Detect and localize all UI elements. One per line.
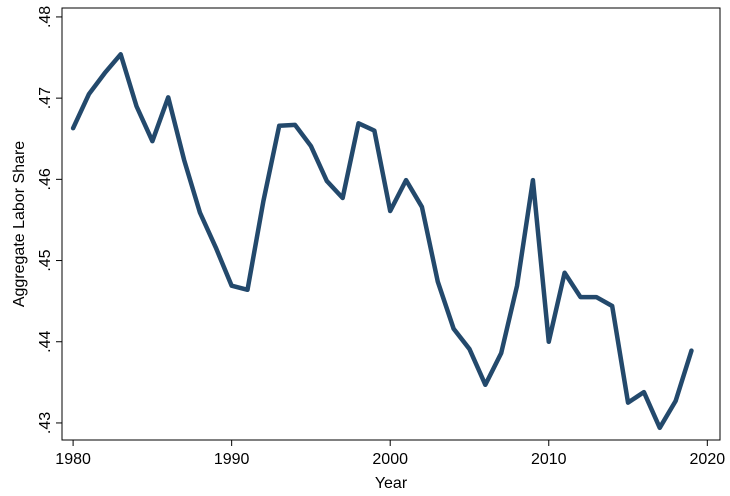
y-tick-label: .47 bbox=[37, 87, 54, 109]
y-tick-label: .45 bbox=[37, 249, 54, 271]
x-tick-label: 2020 bbox=[690, 451, 726, 468]
y-tick-label: .46 bbox=[37, 168, 54, 190]
x-tick-label: 1980 bbox=[55, 451, 91, 468]
y-tick-label: .48 bbox=[37, 6, 54, 28]
y-tick-label: .44 bbox=[37, 331, 54, 353]
plot-frame bbox=[61, 7, 721, 441]
x-axis-label: Year bbox=[375, 475, 408, 492]
line bbox=[70, 52, 694, 431]
x-tick-label: 2000 bbox=[372, 451, 408, 468]
x-tick-label: 1990 bbox=[214, 451, 250, 468]
y-axis-label: Aggregate Labor Share bbox=[11, 141, 28, 307]
x-tick-label: 2010 bbox=[531, 451, 567, 468]
y-tick-label: .43 bbox=[37, 412, 54, 434]
